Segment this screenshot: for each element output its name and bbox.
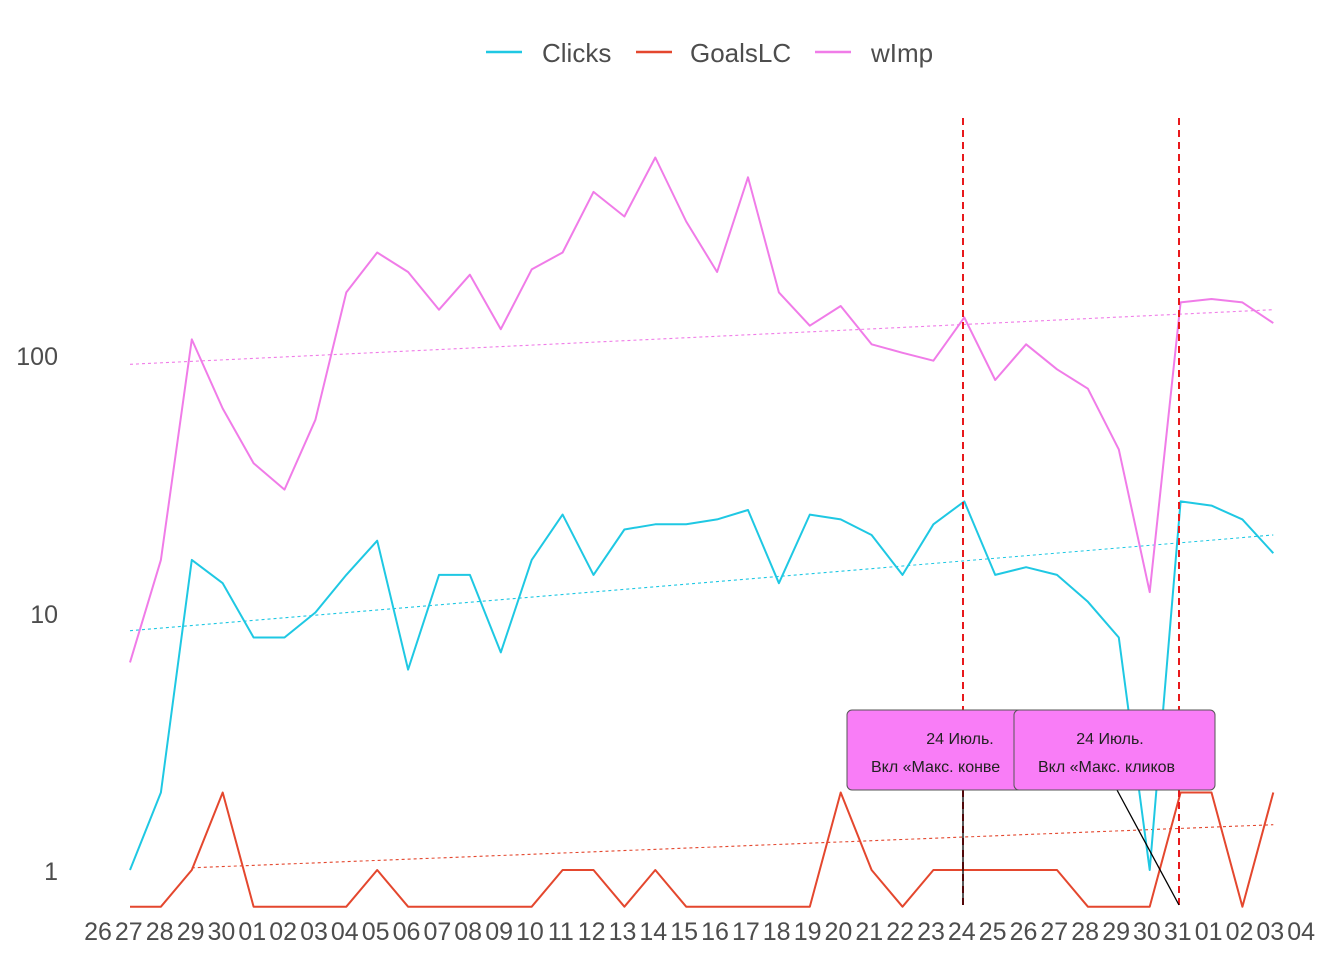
x-tick-label: 20: [824, 918, 852, 946]
annotation-text-2: Вкл «Макс. кликов: [1038, 759, 1175, 776]
annotation-label-1: 24 Июль. Вкл «Макс. конве: [846, 709, 1048, 791]
x-tick-label: 29: [1102, 918, 1130, 946]
x-tick-label: 04: [1287, 918, 1315, 946]
x-tick-label: 27: [115, 918, 143, 946]
x-axis: 26 27 28 29 30 01 02 03 04 05 06 07 08 09 10 11 12 13 14 15…: [84, 918, 1315, 946]
x-tick-label: 06: [393, 918, 421, 946]
x-tick-label: 30: [207, 918, 235, 946]
x-tick-label: 03: [300, 918, 328, 946]
x-tick-label: 18: [763, 918, 791, 946]
annotation-text-1: Вкл «Макс. конве: [871, 759, 1000, 776]
x-tick-label: 02: [269, 918, 297, 946]
x-tick-label: 11: [548, 918, 574, 946]
x-tick-label: 25: [979, 918, 1007, 946]
x-tick-label: 22: [886, 918, 914, 946]
x-tick-label: 23: [917, 918, 945, 946]
y-tick-label: 1: [44, 858, 58, 886]
series-line-clicks: [129, 500, 1275, 871]
x-tick-label: 21: [855, 918, 883, 946]
trend-line-clicks: [129, 534, 1274, 632]
legend: Clicks GoalsLC wImp: [486, 38, 933, 68]
trend-lines: [129, 309, 1274, 869]
legend-label-clicks: Clicks: [542, 38, 611, 68]
annotation-leader-2: [1116, 789, 1180, 906]
x-tick-label: 16: [701, 918, 729, 946]
x-tick-label: 01: [1195, 918, 1223, 946]
x-tick-label: 14: [639, 918, 667, 946]
annotation-date-1: 24 Июль.: [926, 731, 994, 748]
x-tick-label: 28: [146, 918, 174, 946]
x-tick-label: 15: [670, 918, 698, 946]
x-tick-label: 13: [609, 918, 637, 946]
x-tick-label: 30: [1133, 918, 1161, 946]
y-axis: 1 10 100: [16, 343, 58, 886]
x-tick-label: 24: [948, 918, 976, 946]
y-tick-label: 100: [16, 343, 58, 371]
x-tick-label: 02: [1226, 918, 1254, 946]
x-tick-label: 27: [1040, 918, 1068, 946]
x-tick-label: 12: [578, 918, 606, 946]
x-tick-label: 04: [331, 918, 359, 946]
trend-line-wimp: [129, 309, 1274, 365]
annotation-date-2: 24 Июль.: [1076, 731, 1144, 748]
legend-label-wimp: wImp: [870, 38, 933, 68]
x-tick-label: 08: [454, 918, 482, 946]
annotation-label-2: 24 Июль. Вкл «Макс. кликов: [1013, 709, 1216, 791]
x-tick-label: 26: [84, 918, 112, 946]
x-tick-label: 09: [485, 918, 513, 946]
x-tick-label: 07: [423, 918, 451, 946]
trend-line-goalslc: [191, 824, 1274, 869]
x-tick-label: 31: [1164, 918, 1192, 946]
x-tick-label: 03: [1256, 918, 1284, 946]
annotations: 24 Июль. Вкл «Макс. конве 24 Июль. Вкл «…: [846, 709, 1216, 906]
x-tick-label: 10: [516, 918, 544, 946]
legend-label-goalslc: GoalsLC: [690, 38, 791, 68]
x-tick-label: 19: [794, 918, 822, 946]
x-tick-label: 05: [362, 918, 390, 946]
x-tick-label: 17: [732, 918, 760, 946]
x-tick-label: 28: [1071, 918, 1099, 946]
x-tick-label: 26: [1010, 918, 1038, 946]
series-line-goalslc: [130, 791, 1275, 908]
x-tick-label: 01: [238, 918, 266, 946]
series-lines: [129, 156, 1275, 908]
annotation-box-2: [1013, 709, 1216, 791]
y-tick-label: 10: [30, 601, 58, 629]
x-tick-label: 29: [177, 918, 205, 946]
series-line-wimp: [129, 156, 1274, 663]
